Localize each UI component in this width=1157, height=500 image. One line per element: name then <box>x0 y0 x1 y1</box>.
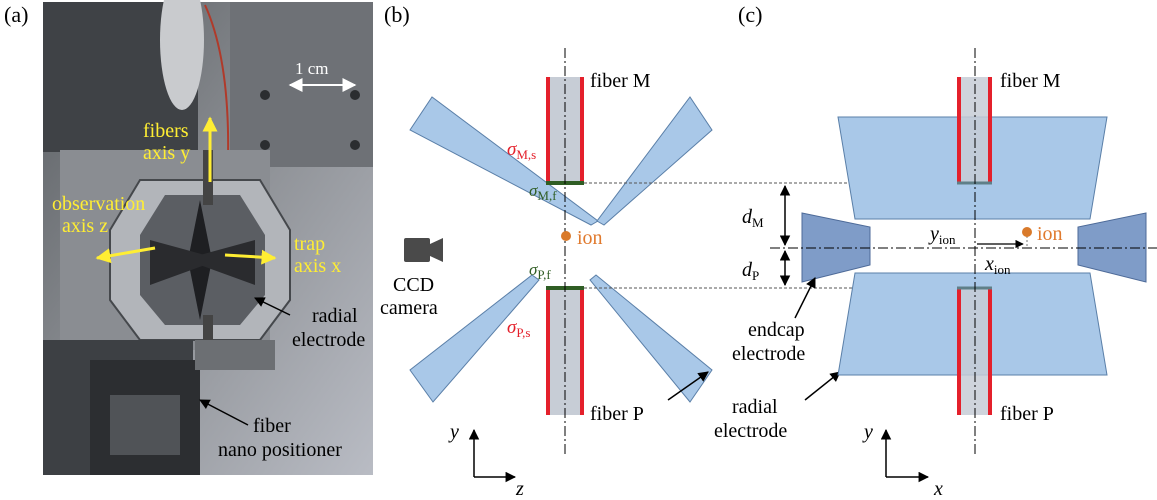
z-axis-label-b: z <box>515 478 524 500</box>
endcap-label-2: electrode <box>732 343 805 365</box>
ccd-label-2: camera <box>380 297 438 319</box>
panel-b-label: (b) <box>384 2 410 27</box>
observation-axis-label-1: observation <box>52 193 145 215</box>
endcap-label-1: endcap <box>748 319 805 341</box>
nano-positioner-pointer <box>199 399 249 426</box>
ion-label-c: ion <box>1037 223 1063 245</box>
sigma-mf-label: σM,f <box>529 181 557 203</box>
dm-label: dM <box>742 206 764 230</box>
radial-pointer-c <box>804 371 841 401</box>
x-ion-label: xion <box>984 253 1011 277</box>
endcap-pointer <box>794 277 816 319</box>
sigma-ms-label: σM,s <box>507 139 536 162</box>
fibers-axis-label-2: axis y <box>143 142 190 164</box>
x-axis-label-c: x <box>933 478 943 500</box>
ion-label-b: ion <box>577 227 603 249</box>
ccd-label-1: CCD <box>393 274 434 296</box>
radial-pointer-b <box>667 371 709 401</box>
fiber-p-label-b: fiber P <box>590 403 644 425</box>
nano-positioner-label-1: fiber <box>253 415 291 437</box>
fiber-m-b <box>546 77 584 185</box>
fiber-p-label-c: fiber P <box>1000 403 1054 425</box>
panel-a-label: (a) <box>4 2 28 27</box>
y-ion-label: yion <box>928 223 956 247</box>
ion-c <box>1022 227 1032 237</box>
radial-electrode-label-b-2: electrode <box>714 420 787 442</box>
radial-electrode-label-a-2: electrode <box>292 329 365 351</box>
trap-axis-arrow <box>224 249 277 265</box>
ion-b <box>561 231 571 241</box>
y-axis-label-c: y <box>862 421 873 443</box>
y-axis-label-b: y <box>448 421 459 443</box>
sigma-ps-label: σP,s <box>507 317 530 340</box>
trap-axis-label-1: trap <box>294 233 325 255</box>
radial-electrode-label-a-1: radial <box>312 305 358 327</box>
radial-electrode-label-b-1: radial <box>732 396 778 418</box>
trap-axis-label-2: axis x <box>294 255 341 277</box>
fiber-m-label-b: fiber M <box>590 70 651 92</box>
fiber-m-label-c: fiber M <box>1000 70 1061 92</box>
ccd-camera-icon <box>404 238 443 262</box>
observation-axis-label-2: axis z <box>62 215 108 237</box>
nano-positioner-label-2: nano positioner <box>218 439 342 461</box>
sigma-pf-label: σP,f <box>529 260 551 282</box>
fibers-axis-label-1: fibers <box>143 120 189 142</box>
scale-bar-label: 1 cm <box>295 59 329 78</box>
observation-axis-arrow <box>95 246 156 264</box>
radial-electrodes-b <box>409 96 713 403</box>
radial-electrode-pointer-a <box>254 297 291 316</box>
panel-c-label: (c) <box>738 2 762 27</box>
dp-label: dP <box>742 259 759 283</box>
